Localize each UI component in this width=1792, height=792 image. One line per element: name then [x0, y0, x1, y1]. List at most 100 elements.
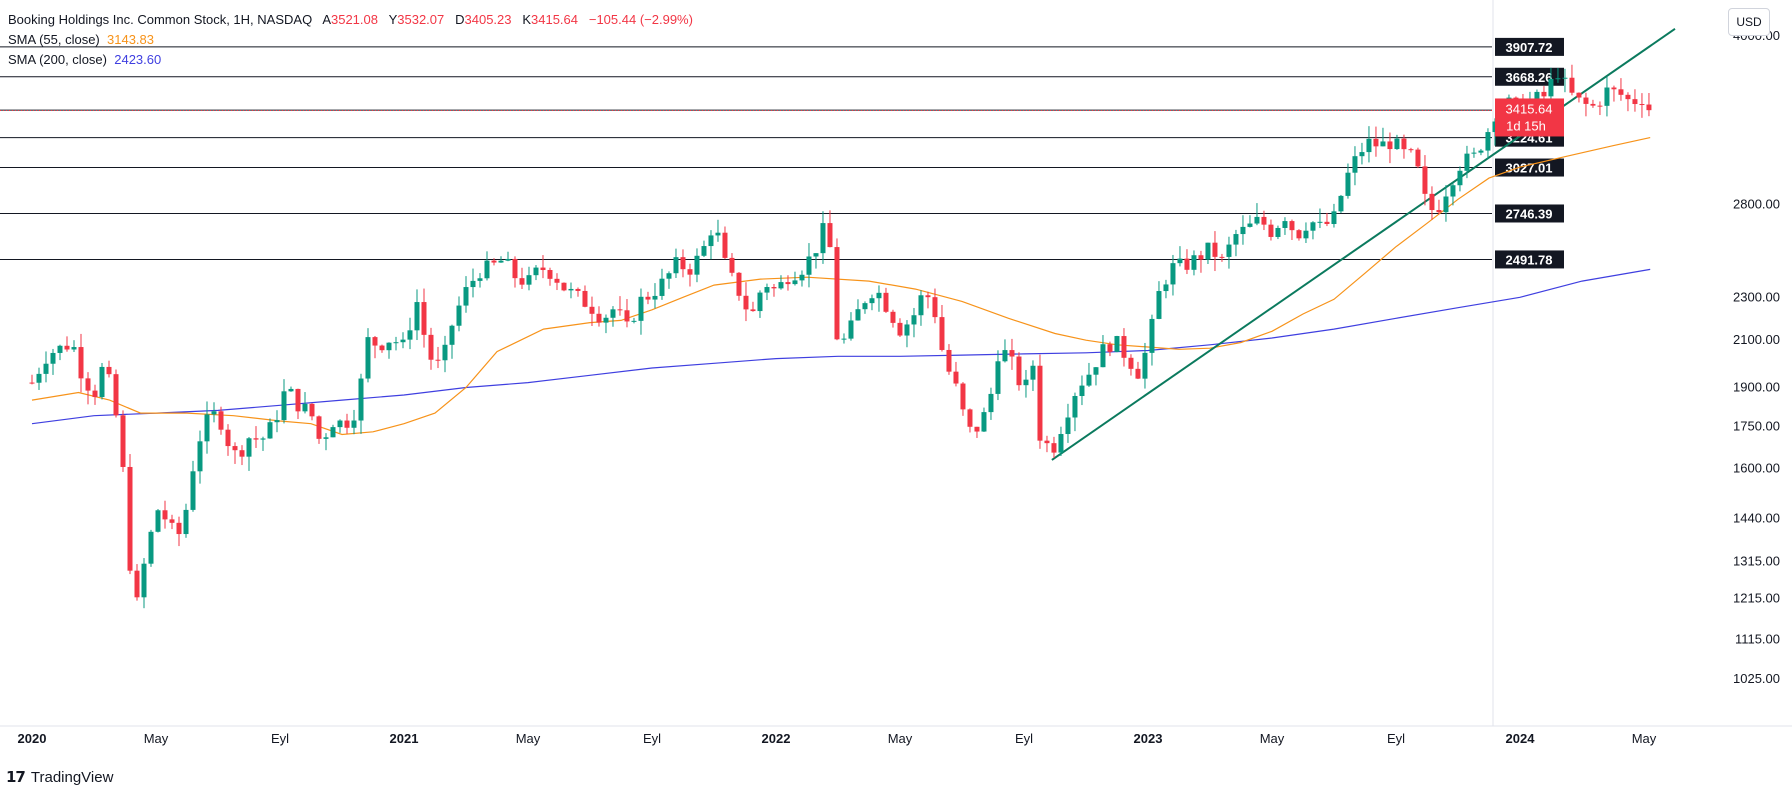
candle-body [1373, 138, 1379, 147]
candle-body [652, 295, 658, 300]
candle-body [1086, 374, 1092, 386]
sma200-row[interactable]: SMA (200, close) 2423.60 [8, 50, 693, 70]
candle-body [232, 446, 238, 451]
y-tick-label: 1440.00 [1733, 510, 1780, 525]
candle-body [414, 302, 420, 331]
candle-body [1023, 379, 1029, 386]
candle-body [239, 450, 245, 457]
currency-button[interactable]: USD [1728, 8, 1770, 36]
candle-body [904, 324, 910, 336]
candle-body [1163, 284, 1169, 292]
candle-body [624, 310, 630, 322]
candle-body [1611, 87, 1617, 90]
candle-body [813, 253, 819, 257]
candle-body [1380, 141, 1386, 147]
candle-body [946, 349, 952, 372]
candle-body [1597, 105, 1603, 107]
candle-body [1625, 94, 1631, 100]
candle-body [1226, 244, 1232, 257]
x-tick-label: May [1632, 731, 1657, 746]
candle-body [890, 311, 896, 323]
x-tick-label: 2021 [390, 731, 419, 746]
sma200-label: SMA (200, close) [8, 52, 107, 67]
candle-body [1471, 152, 1477, 154]
y-tick-label: 1600.00 [1733, 461, 1780, 476]
candle-body [1646, 104, 1652, 111]
candle-body [722, 232, 728, 258]
candle-body [1282, 221, 1288, 228]
candle-body [197, 441, 203, 472]
candle-body [834, 247, 840, 340]
candle-body [1198, 255, 1204, 260]
y-tick-label: 1900.00 [1733, 380, 1780, 395]
candle-body [953, 371, 959, 384]
candle-body [316, 416, 322, 439]
y-tick-label: 2300.00 [1733, 289, 1780, 304]
candle-body [841, 338, 847, 340]
candle-body [253, 438, 259, 440]
candle-body [428, 334, 434, 360]
candle-body [211, 411, 217, 415]
x-tick-label: 2022 [762, 731, 791, 746]
candle-body [218, 411, 224, 430]
candle-body [379, 345, 385, 351]
candle-body [820, 223, 826, 254]
candle-body [715, 232, 721, 236]
candle-body [960, 383, 966, 410]
candle-body [757, 292, 763, 312]
candle-body [778, 282, 784, 289]
candle-body [918, 295, 924, 316]
candle-body [127, 466, 133, 571]
candle-body [491, 260, 497, 263]
candle-body [1464, 153, 1470, 171]
candle-body [29, 382, 35, 384]
candle-body [407, 330, 413, 340]
x-tick-label: Eyl [643, 731, 661, 746]
x-tick-label: Eyl [1387, 731, 1405, 746]
candle-body [141, 563, 147, 598]
candle-body [1394, 138, 1400, 150]
candle-body [330, 427, 336, 438]
candle-body [183, 509, 189, 535]
candle-body [1170, 263, 1176, 285]
candle-body [1576, 92, 1582, 98]
candle-body [1212, 242, 1218, 257]
candle-body [176, 522, 182, 535]
candle-body [1030, 365, 1036, 380]
sma200-line [31, 268, 1651, 425]
sma55-row[interactable]: SMA (55, close) 3143.83 [8, 30, 693, 50]
candle-body [162, 510, 168, 520]
candle-body [939, 317, 945, 350]
candle-body [771, 287, 777, 289]
candle-body [71, 347, 77, 350]
tradingview-brand[interactable]: 𝟭𝟳 TradingView [6, 768, 114, 787]
candle-body [113, 374, 119, 416]
candle-body [288, 388, 294, 392]
y-tick-label: 1750.00 [1733, 418, 1780, 433]
candle-body [344, 420, 350, 428]
candle-body [855, 309, 861, 321]
level-label-bg [1495, 250, 1564, 269]
candle-body [568, 288, 574, 291]
candle-body [1324, 221, 1330, 225]
candle-body [1051, 443, 1057, 453]
candle-body [435, 359, 441, 361]
candle-body [477, 278, 483, 281]
candle-body [1450, 185, 1456, 197]
candle-body [617, 309, 623, 311]
candle-body [701, 246, 707, 256]
candle-body [1254, 216, 1260, 224]
candle-body [1240, 226, 1246, 235]
candle-body [442, 344, 448, 361]
candle-body [64, 345, 70, 350]
candle-body [526, 275, 532, 285]
candle-body [1632, 99, 1638, 105]
brand-label: TradingView [30, 768, 114, 786]
candle-body [631, 320, 637, 322]
candle-body [638, 296, 644, 321]
candle-body [673, 257, 679, 274]
candle-body [1569, 77, 1575, 93]
current-price-label-bg [1495, 98, 1564, 137]
chart-legend: Booking Holdings Inc. Common Stock, 1H, … [8, 10, 693, 70]
